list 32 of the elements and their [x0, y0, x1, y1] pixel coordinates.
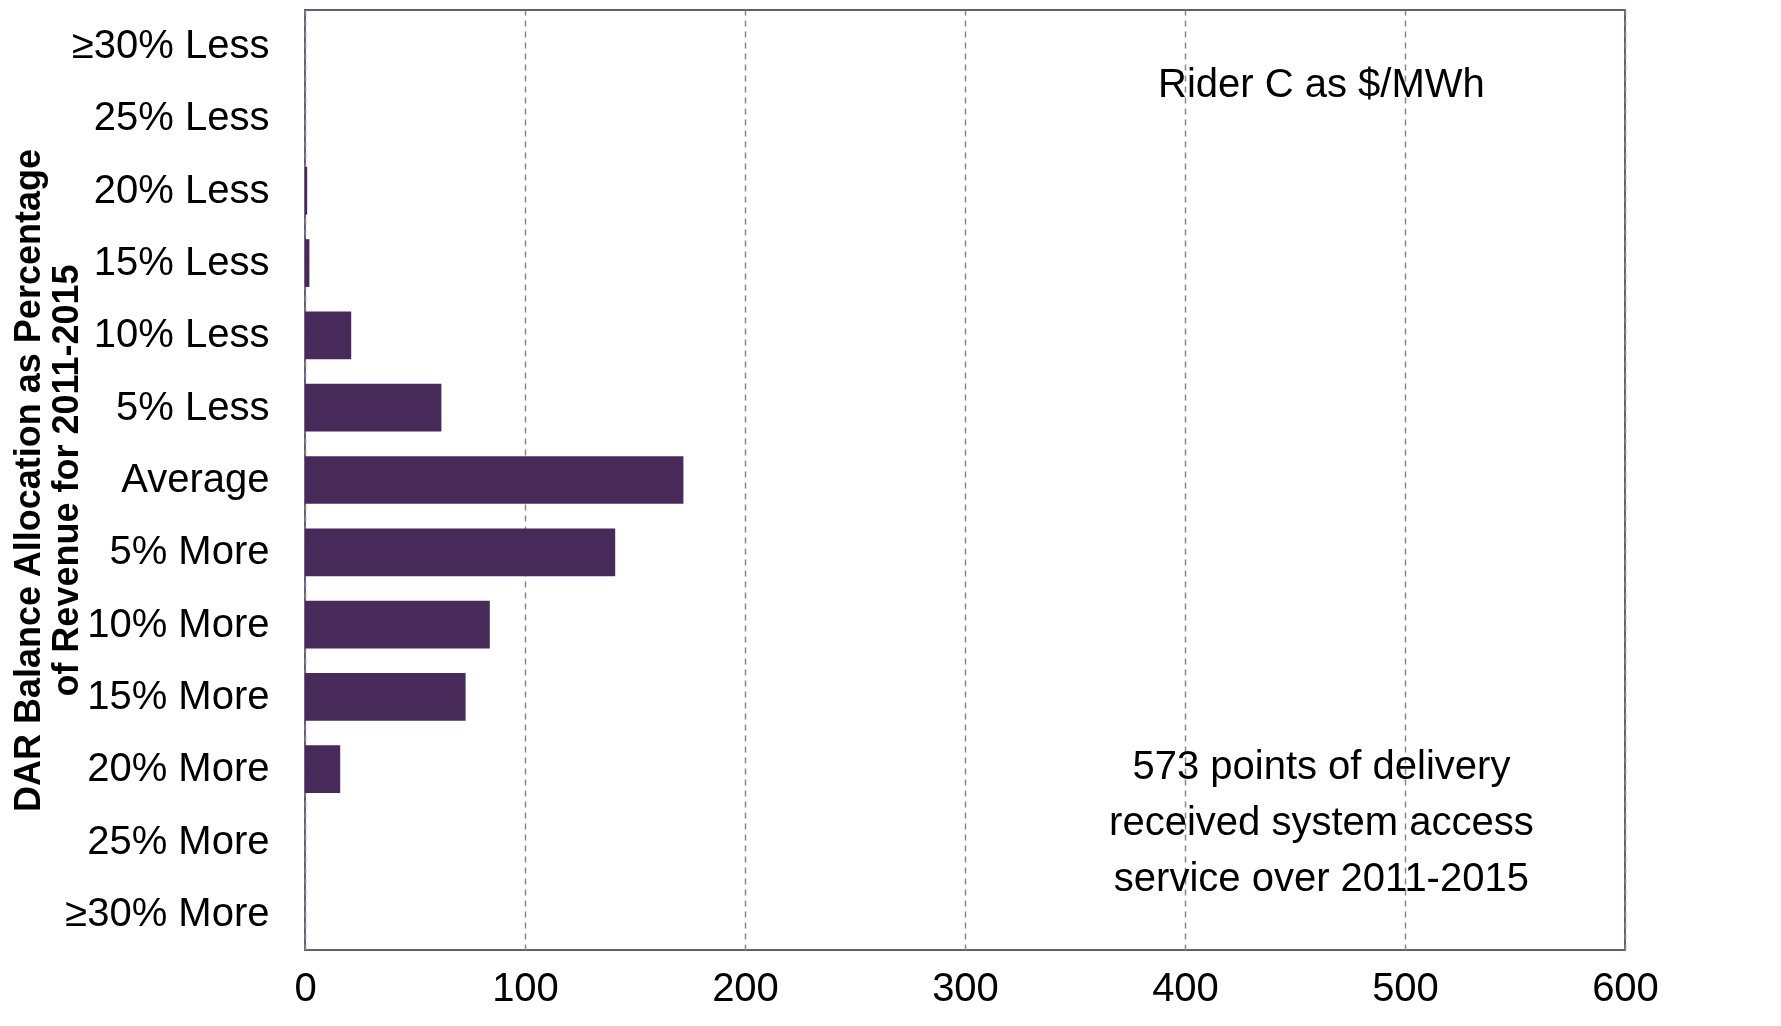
bar [305, 311, 352, 360]
bar [305, 600, 490, 649]
y-tick-label: 5% More [109, 528, 270, 573]
y-tick-label: 10% Less [93, 311, 270, 356]
y-tick-label: 10% More [87, 600, 270, 645]
x-tick-label: 400 [1152, 964, 1219, 1009]
x-tick-label: 200 [712, 964, 779, 1009]
bar [305, 383, 442, 432]
y-tick-label: 5% Less [116, 383, 270, 428]
x-tick-label: 300 [932, 964, 999, 1009]
bar [305, 166, 308, 215]
bar [305, 528, 616, 577]
y-tick-label: 15% More [87, 672, 270, 717]
y-tick-label: 20% More [87, 745, 270, 790]
annotation: Rider C as $/MWh [1158, 61, 1485, 105]
bar [305, 239, 310, 287]
y-tick-label: 25% More [87, 817, 270, 862]
y-tick-label: 20% Less [93, 166, 270, 211]
y-tick-label: 25% Less [93, 94, 270, 139]
annotation: 573 points of delivery received system access service over 2011-2015 [1109, 743, 1534, 899]
bar [305, 673, 466, 721]
bar [305, 745, 341, 794]
y-tick-label: ≥30% Less [71, 22, 270, 67]
y-tick-label: 15% Less [93, 239, 270, 284]
x-tick-label: 500 [1372, 964, 1439, 1009]
y-axis-title: DAR Balance Allocation as Percentage of Revenue for 2011-2015 [6, 149, 86, 812]
y-tick-label: ≥30% More [65, 889, 270, 934]
y-tick-label: Average [121, 456, 270, 500]
x-tick-label: 0 [294, 964, 317, 1009]
x-tick-label: 100 [492, 964, 559, 1009]
bar [305, 456, 684, 504]
x-tick-label: 600 [1592, 964, 1659, 1009]
